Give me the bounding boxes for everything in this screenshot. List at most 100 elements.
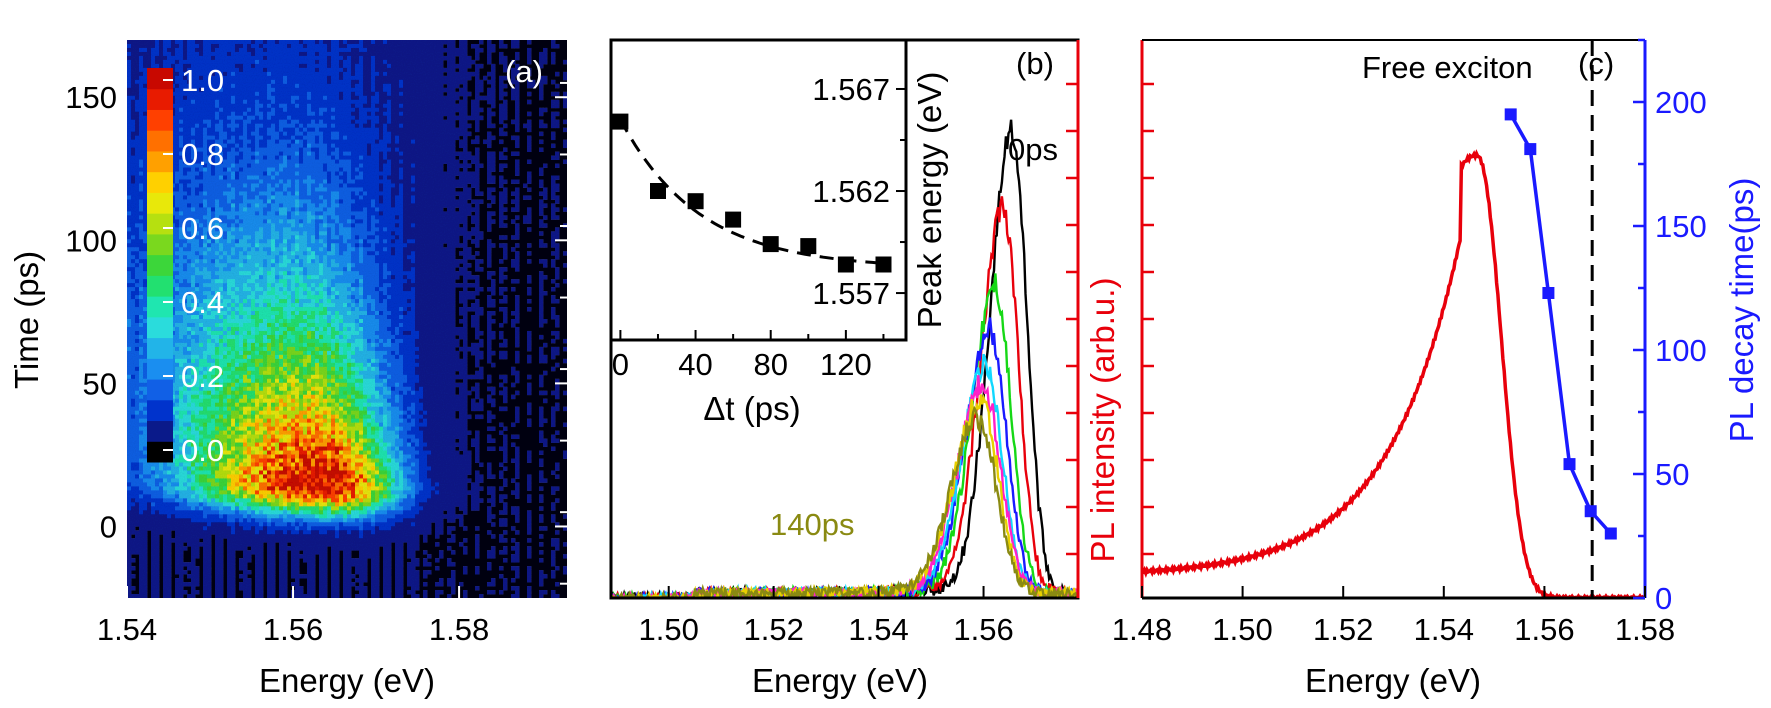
- heatmap-cell: [319, 143, 324, 149]
- heatmap-cell: [219, 203, 224, 208]
- heatmap-cell: [299, 123, 304, 129]
- heatmap-cell: [543, 243, 548, 248]
- heatmap-cell: [327, 115, 332, 121]
- heatmap-cell: [199, 167, 204, 172]
- heatmap-cell: [247, 87, 252, 93]
- heatmap-cell: [459, 75, 464, 81]
- heatmap-cell: [283, 179, 288, 184]
- heatmap-cell: [199, 119, 204, 125]
- heatmap-cell: [219, 83, 224, 89]
- heatmap-cell: [135, 91, 140, 97]
- heatmap-cell: [463, 163, 468, 168]
- heatmap-cell: [179, 47, 184, 53]
- heatmap-cell: [259, 119, 264, 125]
- heatmap-cell: [543, 79, 548, 85]
- heatmap-cell: [323, 99, 328, 105]
- heatmap-cell: [403, 227, 408, 232]
- heatmap-cell: [379, 167, 384, 172]
- heatmap-cell: [287, 107, 292, 113]
- heatmap-cell: [275, 79, 280, 85]
- heatmap-cell: [555, 215, 560, 220]
- heatmap-cell: [303, 79, 308, 85]
- heatmap-cell: [287, 147, 292, 152]
- heatmap-cell: [483, 75, 488, 81]
- heatmap-cell: [311, 167, 316, 172]
- heatmap-cell: [527, 111, 532, 117]
- heatmap-cell: [175, 223, 180, 228]
- heatmap-cell: [411, 131, 416, 137]
- heatmap-cell: [247, 107, 252, 113]
- heatmap-cell: [303, 139, 308, 145]
- heatmap-cell: [475, 71, 480, 77]
- heatmap-cell: [459, 55, 464, 61]
- heatmap-cell: [179, 235, 184, 240]
- heatmap-cell: [423, 147, 428, 152]
- heatmap-cell: [363, 163, 368, 168]
- heatmap-cell: [431, 107, 436, 113]
- heatmap-cell: [315, 43, 320, 49]
- heatmap-cell: [255, 83, 260, 89]
- heatmap-cell: [211, 191, 216, 196]
- heatmap-cell: [383, 175, 388, 180]
- heatmap-cell: [155, 51, 160, 57]
- heatmap-cell: [439, 203, 444, 208]
- heatmap-cell: [127, 143, 132, 149]
- heatmap-cell: [475, 215, 480, 220]
- heatmap-cell: [247, 135, 252, 141]
- heatmap-cell: [243, 227, 248, 232]
- heatmap-cell: [207, 87, 212, 93]
- heatmap-cell: [431, 95, 436, 101]
- heatmap-cell: [399, 235, 404, 240]
- heatmap-cell: [275, 51, 280, 57]
- heatmap-cell: [431, 155, 436, 160]
- heatmap-cell: [279, 227, 284, 232]
- heatmap-cell: [247, 251, 252, 256]
- heatmap-cell: [231, 191, 236, 196]
- heatmap-cell: [499, 40, 504, 45]
- heatmap-cell: [135, 123, 140, 129]
- heatmap-cell: [383, 59, 388, 65]
- heatmap-cell: [143, 63, 148, 69]
- heatmap-cell: [335, 231, 340, 236]
- heatmap-cell: [475, 183, 480, 188]
- heatmap-cell: [351, 111, 356, 117]
- heatmap-cell: [187, 231, 192, 236]
- heatmap-cell: [415, 63, 420, 69]
- heatmap-cell: [227, 79, 232, 85]
- heatmap-cell: [387, 47, 392, 53]
- heatmap-cell: [487, 119, 492, 125]
- heatmap-cell: [487, 167, 492, 172]
- heatmap-cell: [251, 167, 256, 172]
- heatmap-cell: [291, 40, 296, 45]
- heatmap-cell: [551, 103, 556, 109]
- heatmap-cell: [127, 155, 132, 160]
- heatmap-cell: [127, 195, 132, 200]
- heatmap-cell: [223, 40, 228, 45]
- heatmap-cell: [191, 247, 196, 252]
- heatmap-cell: [411, 251, 416, 256]
- heatmap-cell: [375, 163, 380, 168]
- heatmap-cell: [247, 127, 252, 133]
- heatmap-cell: [479, 79, 484, 85]
- heatmap-cell: [303, 63, 308, 69]
- heatmap-cell: [419, 139, 424, 145]
- heatmap-cell: [383, 243, 388, 248]
- heatmap-cell: [143, 191, 148, 196]
- heatmap-cell: [215, 251, 220, 256]
- heatmap-cell: [279, 111, 284, 117]
- heatmap-cell: [231, 199, 236, 204]
- heatmap-cell: [551, 195, 556, 200]
- heatmap-cell: [203, 215, 208, 220]
- heatmap-cell: [171, 87, 176, 93]
- heatmap-cell: [135, 83, 140, 89]
- heatmap-cell: [415, 219, 420, 224]
- heatmap-cell: [439, 151, 444, 156]
- heatmap-cell: [275, 55, 280, 61]
- heatmap-cell: [371, 215, 376, 220]
- heatmap-cell: [279, 103, 284, 109]
- heatmap-cell: [243, 195, 248, 200]
- heatmap-cell: [139, 203, 144, 208]
- heatmap-cell: [287, 59, 292, 65]
- heatmap-cell: [263, 55, 268, 61]
- heatmap-cell: [423, 107, 428, 113]
